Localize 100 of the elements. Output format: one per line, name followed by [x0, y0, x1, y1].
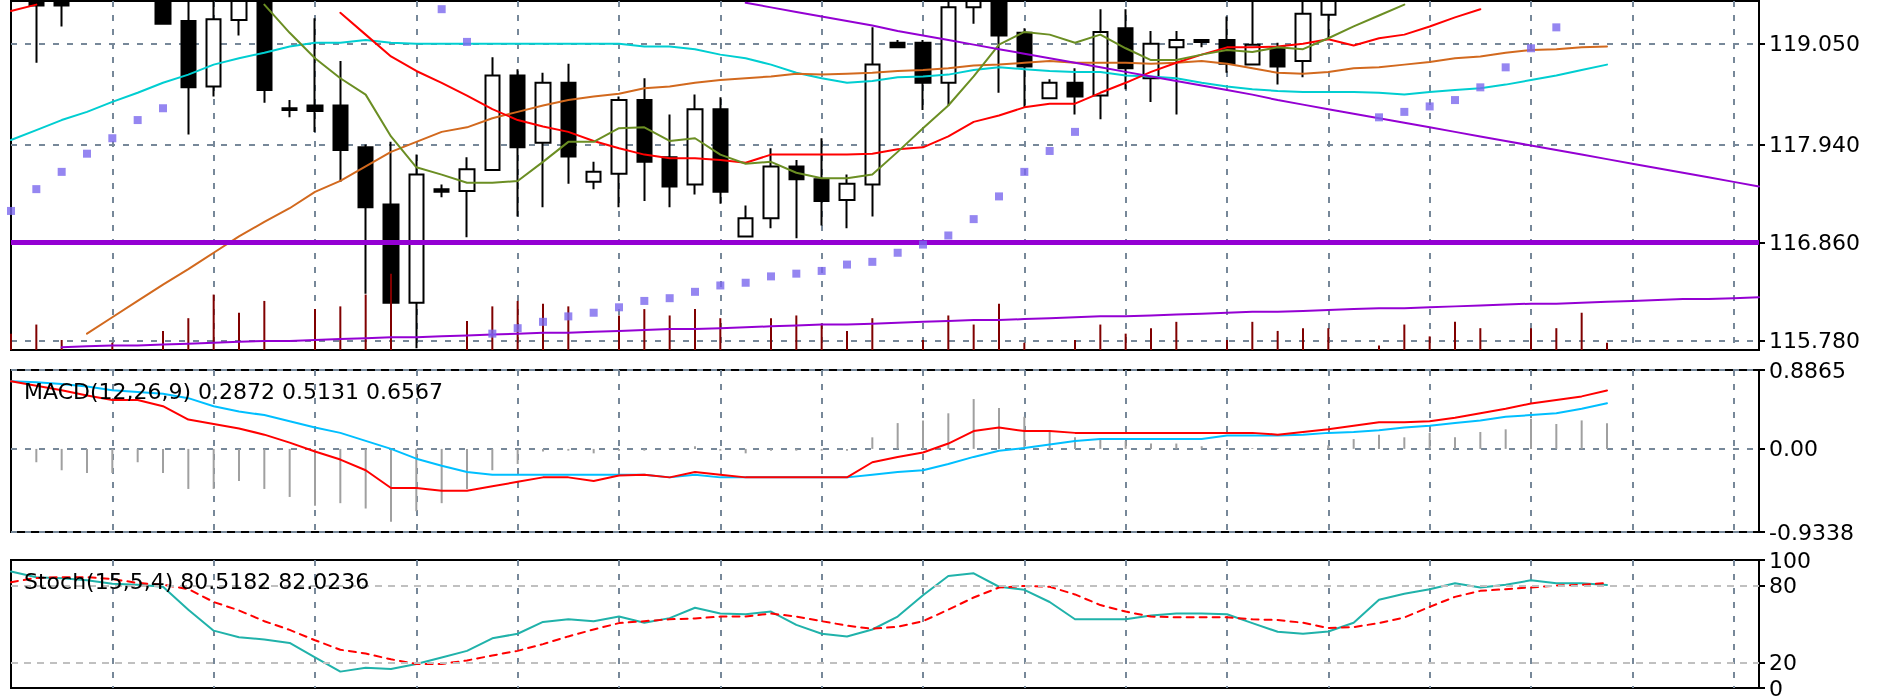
point — [488, 329, 497, 338]
candlestick — [838, 173, 856, 230]
bar — [542, 448, 544, 452]
bar — [871, 437, 874, 449]
candlestick — [712, 96, 729, 205]
bar — [364, 448, 367, 509]
bar — [922, 420, 924, 449]
bar — [390, 448, 392, 522]
candlestick — [889, 39, 906, 49]
point — [944, 231, 953, 240]
line-series — [86, 45, 1608, 335]
point — [817, 266, 826, 275]
point — [1020, 167, 1029, 176]
point — [792, 269, 801, 278]
y-tick-label: 0 — [1769, 675, 1783, 700]
point — [615, 303, 623, 312]
candlestick — [864, 26, 881, 218]
point — [1451, 96, 1459, 105]
bar — [1378, 434, 1380, 449]
point — [893, 248, 902, 257]
bar — [60, 448, 63, 471]
bar — [212, 448, 215, 489]
y-tick-label: 80 — [1769, 573, 1797, 599]
candlestick — [1269, 41, 1286, 86]
candlestick — [1066, 67, 1084, 116]
y-tick-label: 119.050 — [1769, 31, 1860, 57]
bar — [1555, 423, 1558, 449]
candlestick — [737, 204, 754, 238]
candlestick — [281, 99, 298, 119]
bar — [263, 448, 266, 489]
point — [969, 215, 978, 224]
point — [133, 116, 142, 125]
candlestick — [762, 147, 780, 230]
candlestick — [534, 71, 552, 209]
bar — [238, 448, 240, 481]
bar — [86, 448, 88, 473]
y-tick-label: 117.940 — [1769, 132, 1860, 158]
point — [7, 206, 15, 215]
candlestick — [1117, 8, 1134, 91]
point — [513, 324, 522, 333]
point — [437, 5, 446, 14]
line-series — [744, 1, 1760, 188]
point — [589, 308, 598, 317]
bar — [1403, 437, 1406, 449]
point — [1501, 63, 1510, 72]
point — [995, 192, 1003, 201]
bar — [440, 448, 443, 504]
point — [83, 149, 91, 158]
bar — [491, 448, 494, 471]
point — [1045, 146, 1054, 155]
bar — [314, 448, 316, 506]
bar — [947, 413, 950, 449]
candlestick — [560, 62, 577, 185]
bar — [516, 448, 519, 465]
point — [1425, 102, 1434, 111]
bar — [998, 407, 1000, 449]
bar — [896, 423, 899, 449]
point — [665, 294, 674, 303]
point — [868, 257, 877, 266]
point — [108, 134, 117, 143]
point — [691, 287, 699, 296]
bar — [1352, 439, 1355, 449]
line-series — [10, 39, 1608, 142]
bar — [466, 448, 468, 489]
point — [843, 260, 851, 269]
y-tick-label: 20 — [1769, 649, 1797, 675]
bar — [972, 399, 975, 449]
y-tick-label: 115.780 — [1769, 328, 1860, 354]
line-series — [263, 3, 1406, 184]
bar — [162, 448, 164, 473]
candlestick — [1168, 29, 1185, 116]
point — [640, 296, 649, 305]
candlestick — [661, 113, 678, 209]
point — [159, 104, 167, 113]
candlestick — [1041, 78, 1058, 100]
candlestick — [914, 39, 932, 112]
point — [539, 317, 547, 326]
bar — [1580, 420, 1583, 449]
point — [767, 272, 775, 281]
candlestick — [585, 160, 602, 191]
candlestick — [306, 17, 324, 133]
y-tick-label: 0.8865 — [1769, 357, 1846, 383]
candlestick — [636, 77, 653, 202]
point — [1375, 113, 1383, 122]
point — [1400, 107, 1409, 116]
candlestick — [610, 95, 628, 209]
bar — [694, 446, 696, 449]
bar — [35, 448, 38, 463]
point — [1552, 23, 1561, 32]
candlestick — [1193, 39, 1210, 49]
bar — [339, 448, 342, 504]
point — [1071, 127, 1079, 136]
bar — [1327, 445, 1330, 449]
point — [1527, 44, 1535, 53]
candlestick — [458, 156, 476, 239]
bar — [1175, 443, 1178, 449]
point — [919, 240, 927, 249]
y-tick-label: 116.860 — [1769, 230, 1860, 256]
candlestick — [484, 56, 501, 172]
point — [1476, 83, 1485, 92]
